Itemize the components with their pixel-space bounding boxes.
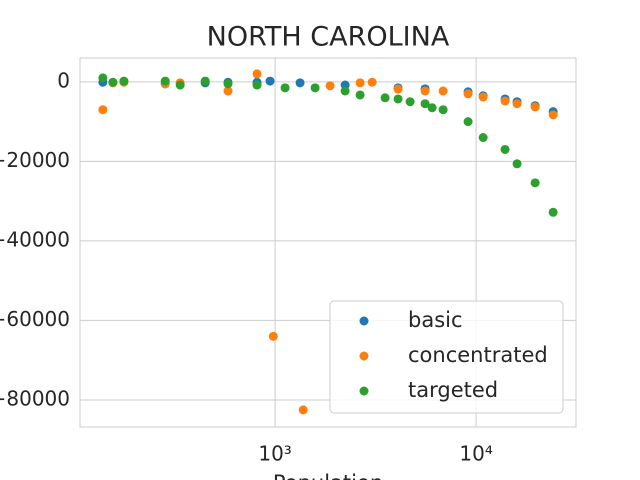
scatter-point (108, 77, 118, 87)
scatter-point (98, 105, 108, 115)
legend-label: concentrated (408, 343, 548, 367)
scatter-point (463, 89, 473, 99)
scatter-point (355, 90, 365, 100)
scatter-point (223, 86, 233, 96)
y-tick-label: −60000 (0, 307, 70, 331)
legend-label: basic (408, 308, 463, 332)
y-tick-label: −20000 (0, 148, 70, 172)
scatter-point (427, 103, 437, 113)
scatter-point (405, 97, 415, 107)
scatter-point (463, 117, 473, 127)
scatter-point (478, 133, 488, 143)
y-tick-label: 0 (57, 68, 70, 92)
scatter-point (530, 178, 540, 188)
scatter-point (512, 159, 522, 169)
x-axis-label: Population (273, 471, 383, 480)
y-tick-label: −40000 (0, 227, 70, 251)
scatter-point (393, 94, 403, 104)
scatter-point (393, 84, 403, 94)
scatter-point (160, 76, 170, 86)
scatter-point (295, 78, 305, 88)
scatter-point (200, 76, 210, 86)
scatter-point (530, 102, 540, 112)
scatter-point (310, 83, 320, 93)
scatter-point (298, 405, 308, 415)
axes-frame (79, 57, 577, 428)
scatter-point (420, 99, 430, 109)
scatter-point (252, 69, 262, 79)
legend-marker (359, 316, 369, 326)
scatter-point (438, 105, 448, 115)
scatter-point (478, 92, 488, 102)
scatter-point (119, 76, 129, 86)
y-tick-label: −80000 (0, 386, 70, 410)
scatter-point (438, 86, 448, 96)
scatter-point (340, 86, 350, 96)
scatter-point (500, 144, 510, 154)
scatter-point (98, 73, 108, 83)
legend-label: targeted (408, 378, 498, 402)
scatter-point (355, 78, 365, 88)
scatter-point (548, 110, 558, 120)
scatter-point (500, 96, 510, 106)
scatter-point (265, 76, 275, 86)
scatter-point (280, 83, 290, 93)
scatter-point (380, 93, 390, 103)
scatter-point (367, 77, 377, 87)
x-tick-label: 10⁴ (459, 442, 492, 466)
scatter-point (548, 207, 558, 217)
scatter-point (420, 86, 430, 96)
legend-box (329, 300, 564, 414)
chart-title: NORTH CAROLINA (207, 22, 450, 53)
scatter-point (223, 79, 233, 89)
scatter-point (252, 80, 262, 90)
scatter-point (512, 99, 522, 109)
legend-marker (359, 386, 369, 396)
x-tick-label: 10³ (258, 442, 291, 466)
scatter-point (325, 81, 335, 91)
scatter-point (268, 331, 278, 341)
legend-marker (359, 351, 369, 361)
scatter-point (175, 80, 185, 90)
